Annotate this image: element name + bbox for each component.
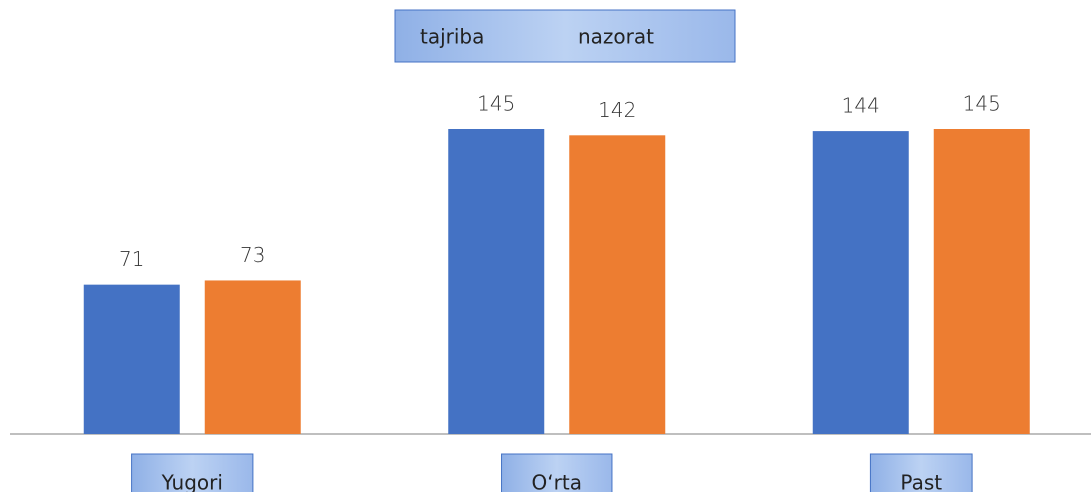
data-label: 145 — [477, 92, 515, 116]
data-label: 144 — [842, 94, 880, 118]
x-tick-label: O‘rta — [532, 471, 582, 492]
category-box — [131, 453, 254, 492]
bar — [204, 280, 301, 434]
bar — [933, 129, 1030, 434]
bar — [812, 131, 909, 434]
bar — [448, 129, 545, 434]
legend-label: nazorat — [578, 25, 654, 49]
data-label: 145 — [963, 92, 1001, 116]
bar — [83, 284, 180, 434]
data-label: 71 — [119, 247, 144, 271]
legend-box — [394, 9, 736, 63]
x-tick-label: Past — [900, 471, 942, 492]
legend-label: tajriba — [420, 25, 484, 49]
category-box — [869, 453, 973, 492]
data-label: 142 — [598, 98, 636, 122]
data-label: 73 — [240, 243, 265, 267]
x-tick-label: Yugori — [161, 471, 223, 492]
category-box — [501, 453, 613, 492]
bar — [569, 135, 666, 434]
